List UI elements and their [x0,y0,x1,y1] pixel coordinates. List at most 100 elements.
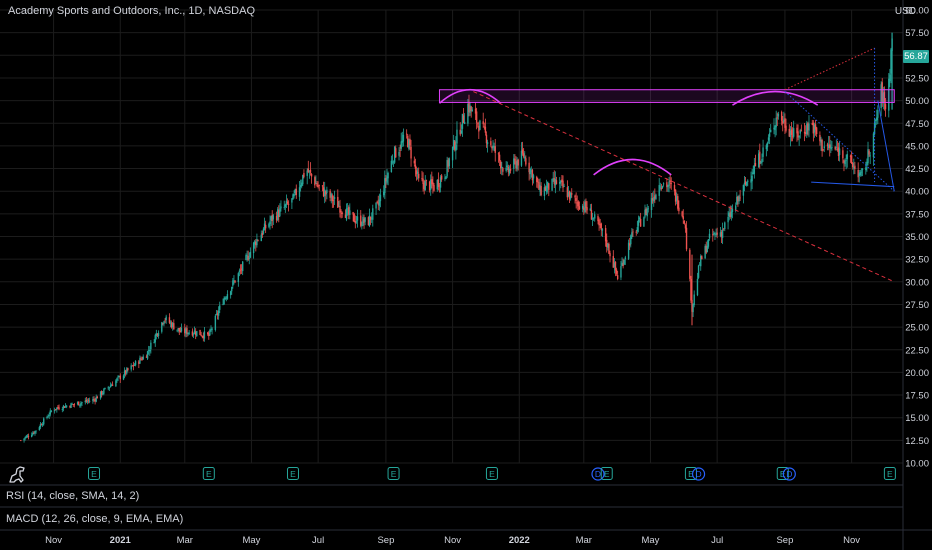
candle-body-up [659,186,662,188]
candle-body-up [866,161,868,166]
candle-body-down [837,147,840,156]
candle-body-down [428,181,431,191]
candle-body-up [187,332,189,334]
candle-body-down [670,182,672,184]
price-axis[interactable]: 10.00 12.50 15.00 17.50 20.00 22.50 25.00 27.50… [905,6,929,470]
candle-body-up [827,144,830,149]
candle-body-down [399,149,401,151]
candle-body-down [96,396,98,399]
earnings-marker-icon [202,467,215,480]
candle-body-down [568,191,571,200]
time-tick-label: Mar [177,535,193,546]
macd-indicator-label[interactable]: MACD (12, 26, close, 9, EMA, EMA) [6,513,184,525]
candle-body-up [730,211,733,217]
candle-body-up [81,402,83,404]
earnings-marker-icon [387,467,400,480]
candle-body-up [249,251,252,258]
candle-body-up [65,405,68,407]
candle-body-up [752,172,754,175]
candle-body-down [423,182,425,190]
candle-body-up [554,178,557,186]
candle-body-up [719,232,722,236]
earnings-marker-icon [88,467,101,480]
candle-body-up [26,435,29,437]
candle-body-up [71,403,73,405]
candle-body-up [345,208,348,220]
candle-body-up [361,225,363,227]
time-axis[interactable]: Nov 2021 Mar May Jul Sep Nov 2022 Mar May Jul Sep No… [45,535,860,546]
candle-body-down [162,323,164,325]
candle-body-up [25,436,27,438]
candle-body-up [133,364,136,366]
candle-body-up [302,174,304,185]
price-tick-label: 45.00 [905,141,929,152]
candle-body-up [539,184,541,192]
candle-body-up [46,416,48,418]
candle-body-down [674,189,677,202]
candle-body-down [548,183,550,190]
candle-body-up [224,297,226,300]
earnings-marker-label: E [688,469,694,479]
candle-body-up [636,227,639,232]
candle-body-down [635,231,637,233]
time-tick-label: Nov [444,535,461,546]
candle-body-up [39,424,42,428]
candle-body-up [110,385,113,387]
candle-body-up [92,399,94,402]
candle-body-down [202,335,205,339]
candle-body-down [600,223,602,230]
candle-body-up [70,403,72,408]
candle-body-down [645,208,647,215]
candle-body-up [738,195,740,202]
candle-body-down [729,212,731,217]
candle-body-up [876,117,878,121]
earnings-marker-label: E [91,469,97,479]
candle-body-down [239,269,242,271]
candle-body-up [858,173,860,176]
candle-body-down [577,201,580,207]
candle-body-down [689,249,691,279]
time-tick-label: Jul [312,535,324,546]
candle-body-down [138,361,140,364]
candle-body-down [497,153,500,155]
candle-body-up [770,129,772,133]
candle-body-down [69,406,71,408]
candle-body-up [47,416,49,418]
candle-body-down [842,150,844,159]
candle-body-down [514,159,516,161]
candle-body-down [608,243,610,254]
candle-body-down [739,197,741,199]
candle-body-up [80,402,82,405]
price-tick-label: 57.50 [905,28,929,39]
candle-body-up [386,176,388,183]
candle-body-up [294,189,296,193]
candle-body-down [822,149,824,151]
candle-body-down [348,207,350,215]
candle-body-up [392,161,395,163]
candle-body-up [38,427,41,431]
candle-body-up [707,239,710,247]
candle-body-up [783,119,785,122]
candle-body-up [270,216,272,221]
earnings-marker-label: E [206,469,212,479]
candle-body-down [234,280,236,283]
rsi-indicator-label[interactable]: RSI (14, close, SMA, 14, 2) [6,490,140,502]
resistance-zone-rectangle [438,89,895,103]
candle-body-down [474,108,477,114]
candle-body-up [753,165,756,174]
time-tick-label: 2021 [110,535,132,546]
candle-body-down [58,407,60,410]
candle-body-up [742,184,745,196]
candle-body-up [445,176,447,180]
candle-body-up [774,125,776,131]
candle-body-down [278,210,280,217]
candle-body-up [460,130,463,134]
candle-body-up [109,385,112,388]
candle-body-up [291,198,293,203]
candle-body-up [104,387,106,390]
candle-body-down [502,168,504,172]
candle-body-down [555,180,558,185]
candle-body-down [654,195,656,199]
tradingview-logo[interactable] [9,466,25,483]
